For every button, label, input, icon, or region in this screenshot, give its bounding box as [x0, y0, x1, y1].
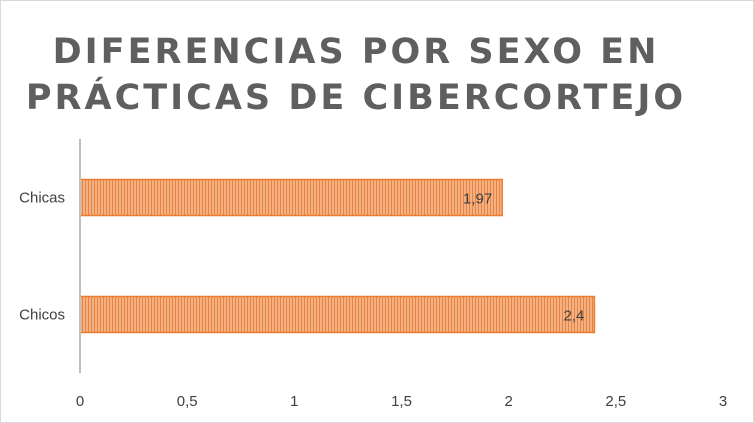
x-tick-label: 2 — [504, 393, 512, 410]
chart-title-line-2: PRÁCTICAS DE CIBERCORTEJO — [25, 78, 687, 118]
x-tick-label: 0,5 — [177, 393, 198, 410]
x-tick-label: 3 — [719, 393, 727, 410]
chart-title: DIFERENCIAS POR SEXO EN PRÁCTICAS DE CIB… — [1, 29, 711, 121]
x-tick-label: 2,5 — [605, 393, 626, 410]
category-label-chicos: Chicos — [19, 307, 65, 324]
value-label-chicas: 1,97 — [463, 191, 492, 208]
bar-chicas — [79, 178, 503, 217]
chart-title-line-1: DIFERENCIAS POR SEXO EN — [52, 32, 660, 72]
x-tick-label: 1,5 — [391, 393, 412, 410]
bar-chicos — [79, 295, 596, 334]
x-tick-label: 0 — [76, 393, 84, 410]
value-label-chicos: 2,4 — [564, 308, 585, 325]
category-label-chicas: Chicas — [19, 190, 65, 207]
x-tick-label: 1 — [290, 393, 298, 410]
